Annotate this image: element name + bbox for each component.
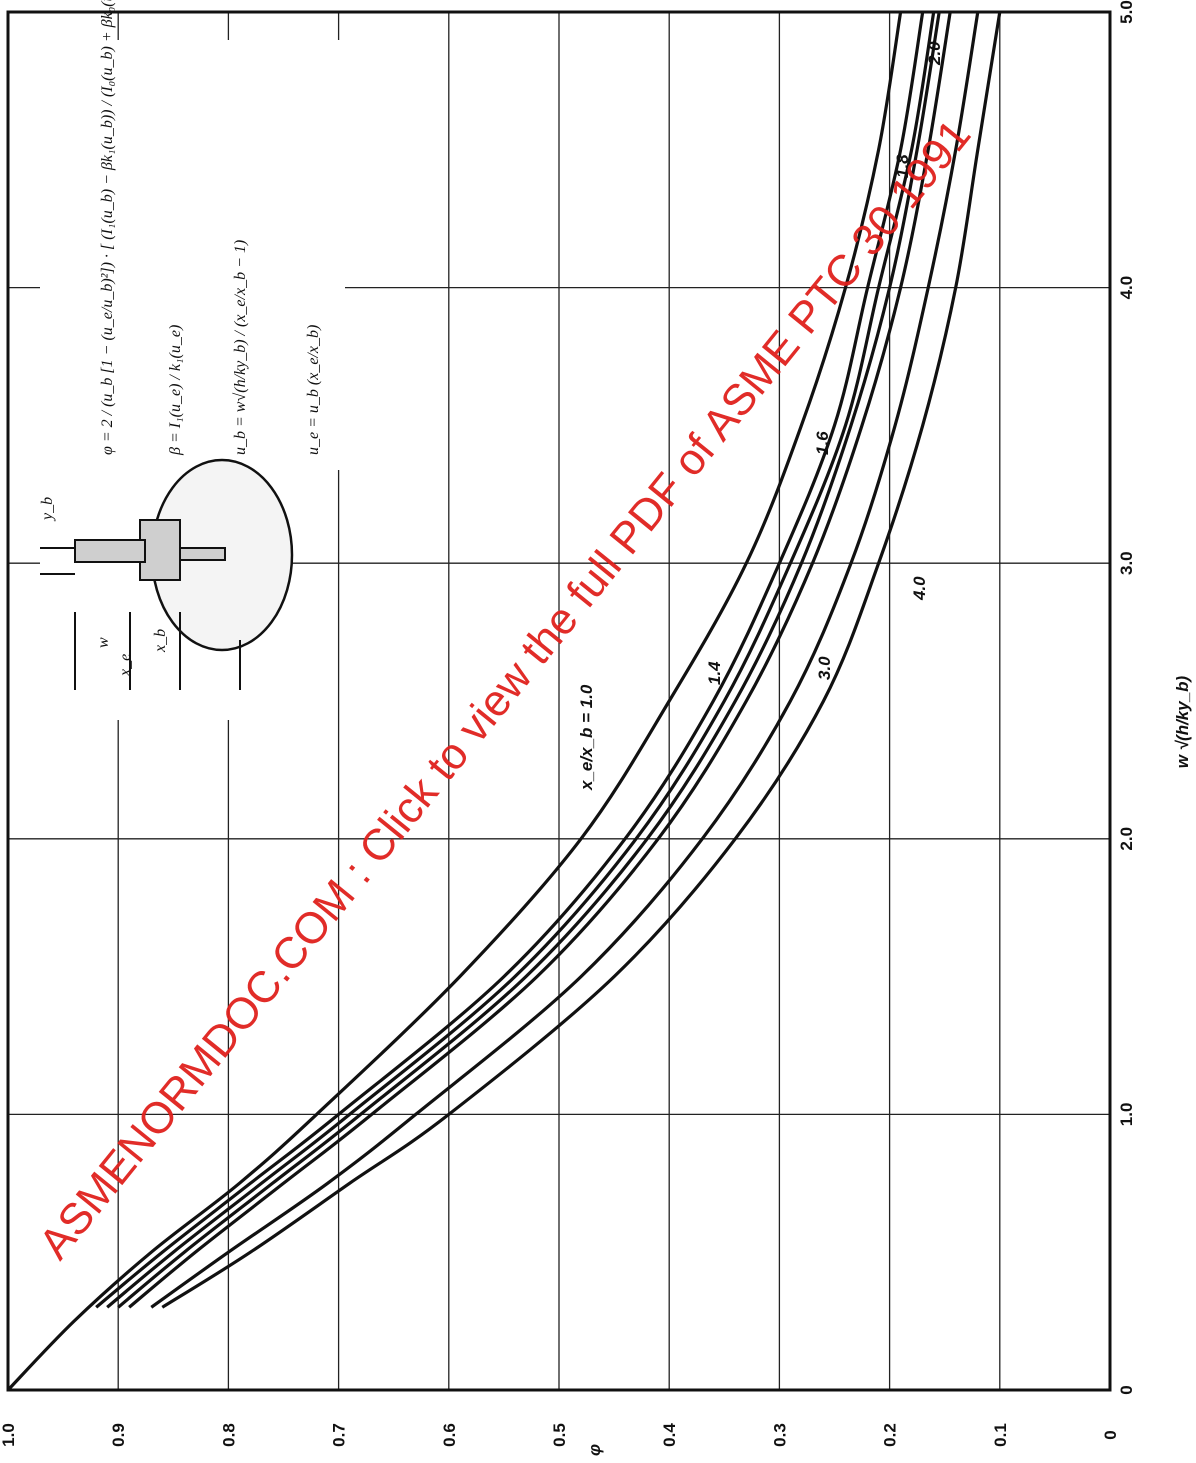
phi-tick-label: 0.5 — [550, 1423, 569, 1447]
formula-block: φ = 2 / (u_b [1 − (u_e/u_b)²]) · [ (I₁(u… — [40, 0, 345, 470]
w-tick-label: 3.0 — [1117, 551, 1136, 575]
w-tick-label: 2.0 — [1117, 827, 1136, 851]
phi-tick-label: 0.2 — [881, 1423, 900, 1447]
plot-border — [6, 10, 1112, 1392]
phi-tick-label: 0 — [1101, 1430, 1120, 1439]
formula-ub: u_b = w√(h/ky_b) / (x_e/x_b − 1) — [232, 240, 249, 455]
phi-tick-label: 0.1 — [991, 1423, 1010, 1447]
curve-label-1-8: 1.8 — [893, 154, 912, 178]
diagram-label-xb: x_b — [152, 629, 169, 653]
curve-label-4-0: 4.0 — [910, 576, 929, 601]
curve-label-3-0: 3.0 — [815, 656, 834, 680]
w-tick-label: 5.0 — [1117, 0, 1136, 24]
formula-beta: β = I₁(u_e) / k₁(u_e) — [167, 325, 184, 456]
curve-series-5 — [150, 11, 980, 1309]
curve-series-3 — [117, 11, 941, 1309]
curve-label-1-4: 1.4 — [705, 661, 724, 685]
plot-frame — [6, 10, 1112, 1392]
w-tick-label: 1.0 — [1117, 1103, 1136, 1127]
formula-phi: φ = 2 / (u_b [1 − (u_e/u_b)²]) · [ (I₁(u… — [99, 0, 116, 455]
formula-ue: u_e = u_b (x_e/x_b) — [305, 325, 322, 455]
fin-lower-section — [179, 547, 226, 561]
tick-labels: 0 0.1 0.2 0.3 0.4 0.5 0.6 0.7 0.8 0.9 1.0 0 1.0 2.0 3.… — [0, 0, 1136, 1447]
fin-diagram: y_b w x_e x_b — [39, 458, 294, 720]
curve-series-4 — [128, 11, 952, 1309]
curve-series-6 — [161, 11, 1002, 1309]
phi-tick-label: 0.7 — [330, 1423, 349, 1447]
y-axis-title: φ — [585, 1444, 604, 1456]
fin-hatched-section — [74, 539, 146, 563]
phi-tick-label: 0.3 — [770, 1423, 789, 1447]
phi-tick-label: 0.4 — [660, 1423, 679, 1447]
w-tick-label: 4.0 — [1117, 276, 1136, 300]
curve-series-1 — [95, 11, 925, 1309]
curve-series-2 — [106, 11, 936, 1309]
curve-label-1-0: x_e/x_b = 1.0 — [577, 684, 596, 791]
phi-tick-label: 0.9 — [109, 1423, 128, 1447]
curve-series-0 — [6, 11, 903, 1392]
phi-tick-label: 0.8 — [219, 1423, 238, 1447]
w-tick-label: 0 — [1117, 1385, 1136, 1394]
x-axis-title: w √(h/ky_b) — [1173, 675, 1192, 768]
diagram-label-xe: x_e — [117, 654, 134, 677]
curve-label-1-6: 1.6 — [813, 431, 832, 455]
diagram-label-yb: y_b — [39, 497, 56, 522]
diagram-label-w: w — [95, 637, 112, 648]
curves — [6, 11, 1002, 1392]
phi-tick-label: 0.6 — [440, 1423, 459, 1447]
curve-label-2-0: 2.0 — [925, 41, 944, 66]
phi-tick-label: 1.0 — [0, 1423, 18, 1447]
